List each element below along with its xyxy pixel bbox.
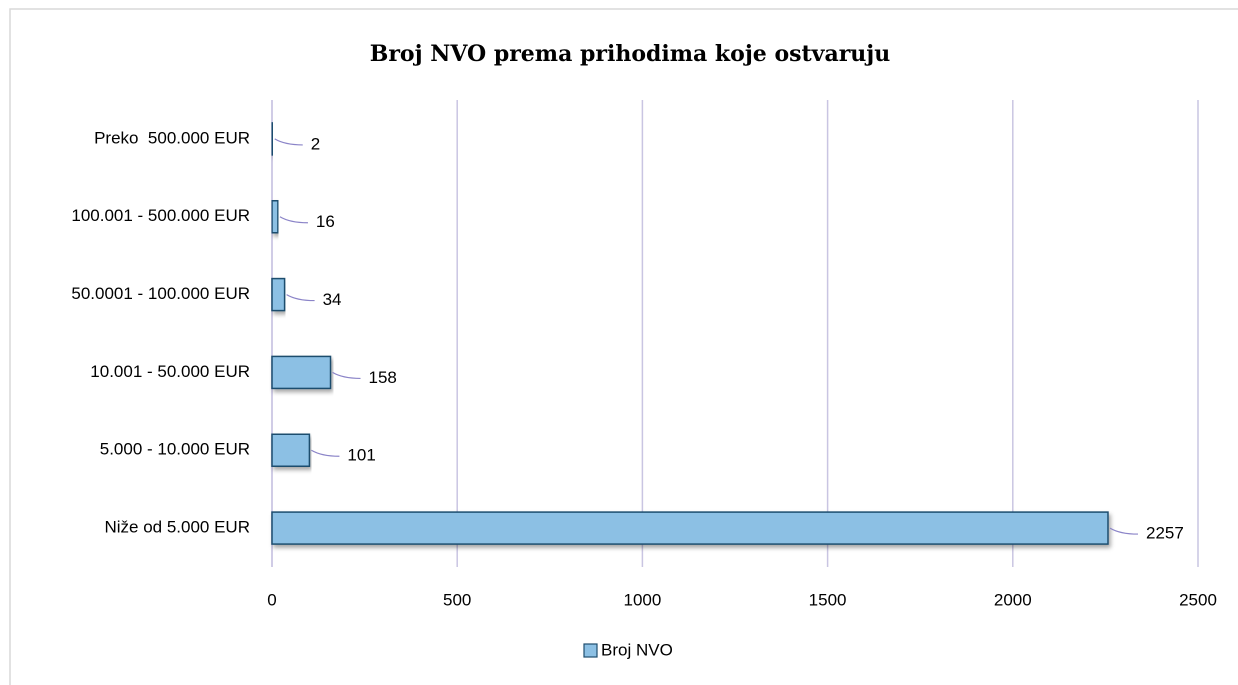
data-label: 101 (347, 446, 375, 465)
bar (271, 433, 311, 467)
bar (271, 200, 279, 234)
x-tick-label: 2500 (1179, 590, 1217, 609)
y-tick-label: 100.001 - 500.000 EUR (71, 206, 250, 225)
x-tick-label: 1000 (623, 590, 661, 609)
legend-label: Broj NVO (601, 640, 673, 659)
x-tick-label: 0 (267, 590, 276, 609)
y-tick-label: Niže od 5.000 EUR (104, 518, 250, 537)
data-label: 2 (311, 134, 320, 153)
x-tick-label: 2000 (994, 590, 1032, 609)
bar (271, 277, 286, 312)
data-label: 2257 (1146, 524, 1184, 543)
y-tick-label: 10.001 - 50.000 EUR (90, 362, 250, 381)
leader-line (1109, 527, 1138, 535)
leader-line (274, 138, 303, 146)
bar (271, 355, 332, 390)
leader-line (286, 294, 315, 302)
bar (271, 511, 1109, 545)
x-tick-label: 500 (443, 590, 471, 609)
data-label: 34 (323, 290, 342, 309)
data-label: 16 (316, 212, 335, 231)
chart-border (9, 8, 1238, 685)
legend-swatch (583, 643, 598, 658)
y-tick-label: 5.000 - 10.000 EUR (100, 440, 250, 459)
y-tick-label: Preko 500.000 EUR (94, 128, 250, 147)
leader-line (311, 449, 340, 457)
x-tick-label: 1500 (809, 590, 847, 609)
bar (271, 122, 274, 156)
leader-line (332, 371, 361, 380)
data-label: 158 (369, 368, 397, 387)
leader-line (279, 216, 308, 224)
y-tick-label: 50.0001 - 100.000 EUR (71, 284, 250, 303)
chart-title: Broj NVO prema prihodima koje ostvaruju (370, 41, 891, 67)
